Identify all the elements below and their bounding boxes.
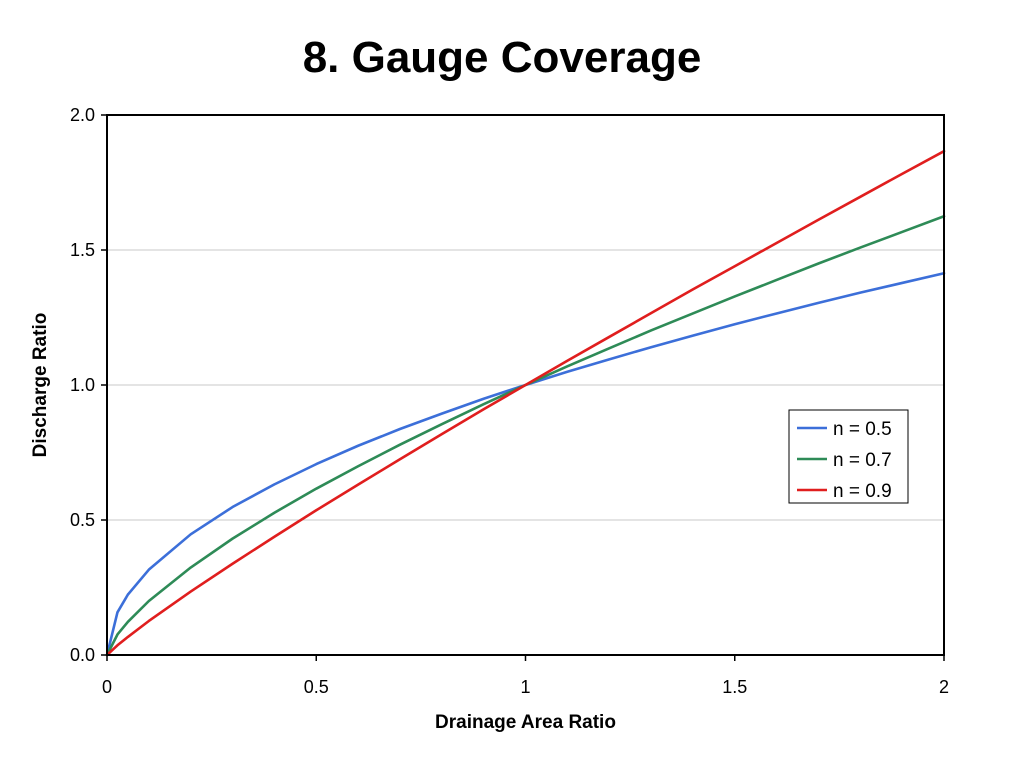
y-tick-label: 0.0	[70, 645, 95, 665]
legend-label-2: n = 0.7	[833, 450, 892, 471]
series-line-1	[105, 271, 946, 657]
x-axis-title: Drainage Area Ratio	[435, 712, 616, 733]
y-tick-label: 2.0	[70, 105, 95, 125]
legend: n = 0.5 n = 0.7 n = 0.9	[788, 409, 909, 504]
y-tick-label: 0.5	[70, 510, 95, 530]
x-tick-label: 0	[102, 677, 112, 697]
series-line-2	[105, 214, 946, 657]
y-axis-title: Discharge Ratio	[30, 313, 51, 458]
legend-label-3: n = 0.9	[833, 481, 892, 502]
x-tick-label: 1.5	[722, 677, 747, 697]
series-line-3	[105, 149, 946, 657]
y-tick-label: 1.0	[70, 375, 95, 395]
x-tick-label: 2	[939, 677, 949, 697]
chart-title: 8. Gauge Coverage	[302, 33, 702, 82]
legend-label-1: n = 0.5	[833, 419, 892, 440]
axis-ticks: 0.0 0.5 1.0 1.5 2.0 0 0.5 1 1.5 2	[70, 105, 949, 697]
x-tick-label: 1	[520, 677, 530, 697]
series-lines	[105, 149, 946, 657]
y-tick-label: 1.5	[70, 240, 95, 260]
legend-box	[788, 409, 909, 504]
x-tick-label: 0.5	[304, 677, 329, 697]
